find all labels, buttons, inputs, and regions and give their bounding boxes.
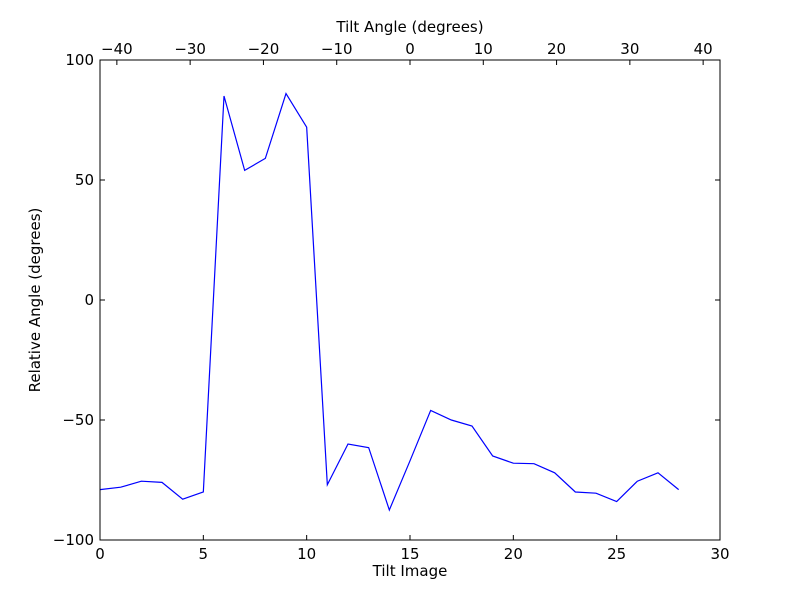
x-axis-label: Tilt Image [372,562,448,580]
top-x-tick-label: −40 [101,40,133,58]
top-x-tick-label: 40 [694,40,713,58]
x-tick-label: 20 [504,545,523,563]
top-x-axis-label: Tilt Angle (degrees) [335,18,483,36]
x-tick-label: 25 [607,545,626,563]
top-x-tick-label: 30 [620,40,639,58]
top-x-tick-label: −20 [248,40,280,58]
x-tick-label: 30 [710,545,729,563]
x-tick-label: 15 [400,545,419,563]
ticks: 0 5 10 15 20 25 30−40 −30 −20 −10 0 10 20 30 40−100−50… [53,40,730,563]
y-tick-label: 0 [84,291,94,309]
x-tick-label: 0 [95,545,105,563]
top-x-tick-label: 10 [474,40,493,58]
top-x-tick-label: −30 [174,40,206,58]
y-tick-label: −50 [62,411,94,429]
y-tick-label: −100 [53,531,94,549]
top-x-tick-label: 20 [547,40,566,58]
top-x-tick-label: 0 [405,40,415,58]
series-line [99,92,680,512]
x-tick-label: 10 [297,545,316,563]
y-tick-label: 50 [75,171,94,189]
y-tick-label: 100 [65,51,94,69]
top-x-tick-label: −10 [321,40,353,58]
y-axis-label: Relative Angle (degrees) [26,208,44,393]
x-tick-label: 5 [199,545,209,563]
